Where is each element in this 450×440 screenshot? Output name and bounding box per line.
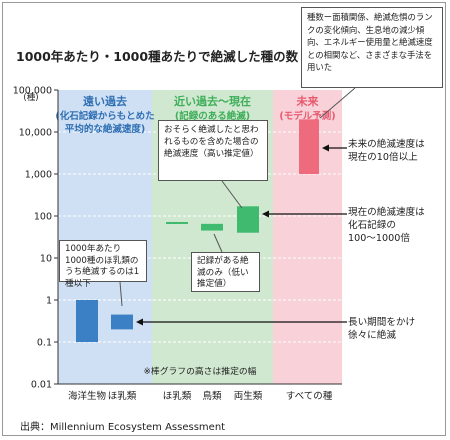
callout-future-methods-text: 種数ー面積関係、絶滅危惧のランクの変化傾向、生息地の減少傾向、エネルギー使用量と… <box>307 12 433 72</box>
side-note-present: 現在の絶滅速度は 化石記録の 100～1000倍 <box>348 206 425 245</box>
callout-recent-low: 記録がある絶滅のみ（低い推定値） <box>191 252 260 292</box>
band-sub1-future: (モデル予測) <box>279 110 335 122</box>
arrow-future-head <box>322 144 329 152</box>
callout-pointer-recent-low <box>213 233 223 253</box>
band-header-future: 未来 <box>296 94 320 108</box>
x-category-label: すべての種 <box>286 391 333 402</box>
x-category-label: ほ乳類 <box>163 390 192 402</box>
y-tick-label: 10 <box>40 254 52 265</box>
x-category-label: 両生類 <box>234 390 263 402</box>
callout-recent-high-text: おそらく絶滅したと思われるものを含めた場合の絶滅速度（高い推定値） <box>164 125 259 159</box>
chart-title: 1000年あたり・1000種あたりで絶滅した種の数 <box>16 49 299 64</box>
side-note-past: 長い期間をかけ 徐々に絶滅 <box>348 316 415 342</box>
bar-1 <box>111 314 133 330</box>
callout-recent-low-text: 記録がある絶滅のみ（低い推定値） <box>197 256 249 289</box>
y-tick-label: 100 <box>34 212 52 223</box>
y-tick-label: 0.01 <box>31 380 52 391</box>
bar-3 <box>201 223 223 231</box>
side-note-past-line2: 徐々に絶滅 <box>348 330 396 341</box>
y-unit-label: (種) <box>23 92 38 103</box>
side-note-future: 未来の絶滅速度は 現在の10倍以上 <box>348 138 425 164</box>
arrow-present-head <box>262 210 269 218</box>
bar-5 <box>299 119 319 174</box>
band-header-recent: 近い過去～現在 <box>174 94 251 108</box>
y-tick-label: 1 <box>46 296 52 307</box>
bar-0 <box>76 300 98 342</box>
y-tick-label: 10,000 <box>19 128 52 139</box>
band-sub1-recent: (記録のある絶滅) <box>175 110 250 122</box>
y-tick-label: 100,000 <box>13 86 52 97</box>
side-note-past-line1: 長い期間をかけ <box>348 317 416 328</box>
callout-recent-high: おそらく絶滅したと思われるものを含めた場合の絶滅速度（高い推定値） <box>158 120 268 181</box>
band-header-past: 遠い過去 <box>83 94 127 108</box>
callout-pointer-past <box>119 281 123 307</box>
side-note-future-line2: 現在の10倍以上 <box>348 152 418 163</box>
x-category-label: ほ乳類 <box>108 390 137 402</box>
y-tick-label: 0.1 <box>37 338 52 349</box>
x-category-label: 鳥類 <box>202 390 222 402</box>
band-sub2-past: 平均的な絶滅速度) <box>65 123 145 135</box>
callout-pointer-recent-high <box>221 180 243 209</box>
side-note-present-line2: 化石記録の <box>348 220 396 231</box>
chart-note: ※棒グラフの高さは推定の幅 <box>144 365 257 377</box>
band-past <box>58 90 152 384</box>
source-credit: 出典：Millennium Ecosystem Assessment <box>20 422 226 433</box>
callout-future-methods: 種数ー面積関係、絶滅危惧のランクの変化傾向、生息地の減少傾向、エネルギー使用量と… <box>301 7 443 88</box>
y-tick-label: 1,000 <box>25 170 52 181</box>
side-note-present-line3: 100～1000倍 <box>348 233 410 244</box>
x-category-label: 海洋生物 <box>68 390 107 402</box>
bar-4 <box>237 206 259 233</box>
figure-border <box>2 2 446 436</box>
side-note-present-line1: 現在の絶滅速度は <box>348 207 425 218</box>
band-sub1-past: (化石記録からもとめた <box>55 110 154 122</box>
bar-2 <box>166 221 188 224</box>
callout-past-mammal-text: 1000年あたり1000種のほ乳類のうち絶滅するのは1種以下 <box>65 244 140 289</box>
callout-pointer-future <box>319 87 356 119</box>
side-note-future-line1: 未来の絶滅速度は <box>348 139 425 150</box>
arrow-past-head <box>136 318 143 326</box>
callout-past-mammal: 1000年あたり1000種のほ乳類のうち絶滅するのは1種以下 <box>59 240 147 289</box>
